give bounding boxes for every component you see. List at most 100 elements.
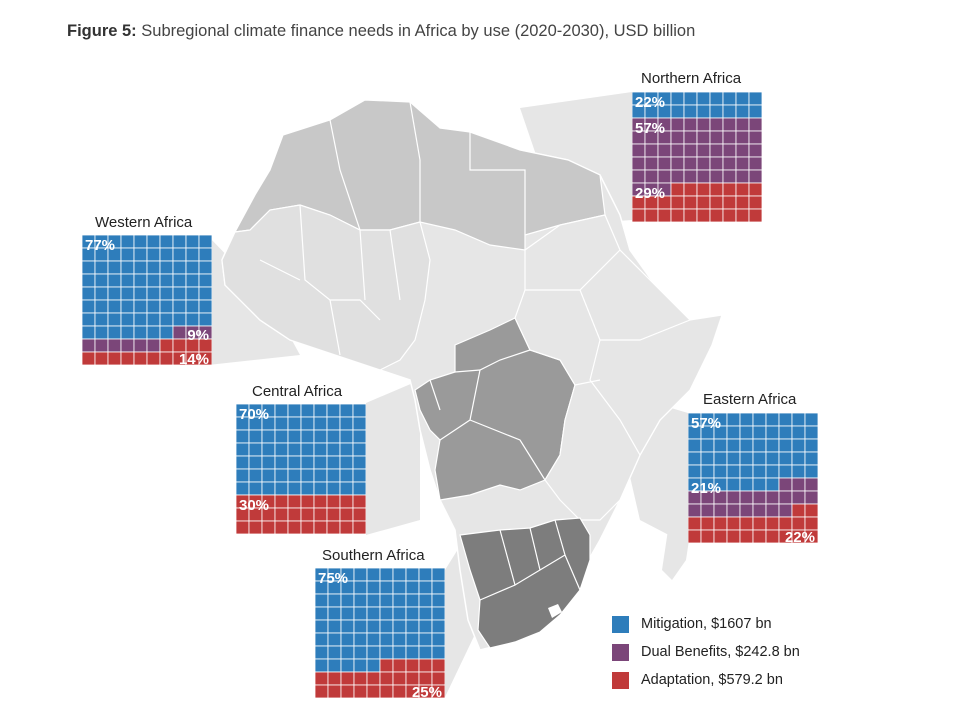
waffle-cell-central-mitigation: [326, 481, 341, 496]
waffle-cell-eastern-adaptation: [726, 516, 741, 531]
waffle-cell-western-mitigation: [159, 247, 174, 262]
waffle-label-northern-dual: 57%: [635, 120, 665, 137]
waffle-cell-eastern-mitigation: [713, 464, 728, 479]
waffle-cell-central-mitigation: [274, 481, 289, 496]
waffle-cell-northern-dual: [632, 143, 646, 158]
waffle-cell-northern-adaptation: [748, 208, 762, 222]
waffle-cell-northern-dual: [644, 156, 659, 171]
waffle-cell-western-mitigation: [133, 312, 148, 327]
waffle-cell-northern-dual: [748, 143, 762, 158]
waffle-cell-eastern-adaptation: [739, 516, 754, 531]
waffle-cell-western-mitigation: [94, 299, 109, 314]
waffle-label-southern-adaptation: 25%: [412, 684, 442, 698]
waffle-cell-central-mitigation: [352, 404, 366, 418]
legend-swatch-dual: [612, 643, 629, 661]
waffle-cell-northern-mitigation: [748, 92, 762, 106]
waffle-cell-southern-mitigation: [340, 619, 355, 634]
waffle-cell-western-mitigation: [159, 325, 174, 340]
waffle-cell-northern-adaptation: [748, 182, 762, 197]
border-south-1: [479, 519, 581, 601]
waffle-cell-northern-mitigation: [722, 92, 737, 106]
waffle-cell-western-mitigation: [172, 286, 187, 301]
waffle-cell-southern-mitigation: [405, 606, 420, 621]
waffle-cell-southern-adaptation: [327, 671, 342, 686]
waffle-cell-southern-adaptation: [315, 671, 329, 686]
legend-label-dual: Dual Benefits, $242.8 bn: [641, 644, 800, 660]
region-label-central: Central Africa: [252, 383, 343, 400]
waffle-cell-western-mitigation: [198, 273, 212, 288]
waffle-cell-eastern-mitigation: [726, 451, 741, 466]
waffle-cell-eastern-adaptation: [804, 503, 818, 518]
waffle-cell-central-adaptation: [274, 520, 289, 534]
waffle-cell-southern-mitigation: [431, 619, 445, 634]
waffle-cell-northern-dual: [696, 130, 711, 145]
waffle-cell-eastern-mitigation: [739, 451, 754, 466]
waffle-cell-southern-mitigation: [405, 593, 420, 608]
waffle-cell-eastern-mitigation: [804, 413, 818, 427]
waffle-cell-eastern-adaptation: [765, 529, 780, 543]
waffle-cell-southern-mitigation: [340, 632, 355, 647]
waffle-cell-northern-dual: [722, 117, 737, 132]
waffle-cell-southern-mitigation: [418, 568, 433, 582]
waffle-cell-central-mitigation: [339, 416, 354, 431]
waffle-cell-central-mitigation: [352, 481, 366, 496]
waffle-cell-central-mitigation: [248, 442, 263, 457]
border-west-1: [259, 204, 401, 356]
waffle-cell-central-adaptation: [248, 520, 263, 534]
waffle-cell-southern-mitigation: [315, 632, 329, 647]
waffle-cell-central-mitigation: [300, 442, 315, 457]
waffle-cell-southern-mitigation: [418, 606, 433, 621]
waffle-cell-southern-mitigation: [315, 593, 329, 608]
waffle-cell-northern-dual: [670, 130, 685, 145]
region-western: [221, 204, 431, 371]
waffle-cell-eastern-dual: [726, 490, 741, 505]
waffle-cell-southern-mitigation: [353, 658, 368, 673]
waffle-cell-southern-mitigation: [353, 580, 368, 595]
waffle-cell-northern-dual: [683, 117, 698, 132]
waffle-cell-southern-mitigation: [431, 645, 445, 660]
waffle-cell-northern-mitigation: [670, 104, 685, 119]
waffle-cell-northern-mitigation: [696, 92, 711, 106]
waffle-cell-northern-dual: [670, 156, 685, 171]
waffle-cell-western-mitigation: [133, 325, 148, 340]
waffle-cell-southern-adaptation: [405, 658, 420, 673]
waffle-cell-northern-adaptation: [722, 195, 737, 210]
waffle-cell-eastern-mitigation: [726, 425, 741, 440]
waffle-cell-northern-dual: [657, 143, 672, 158]
waffle-cell-eastern-adaptation: [688, 529, 702, 543]
waffle-cell-western-mitigation: [94, 260, 109, 275]
waffle-cell-central-mitigation: [300, 468, 315, 483]
waffle-label-northern-mitigation: 22%: [635, 94, 665, 111]
waffle-cell-northern-dual: [670, 169, 685, 184]
waffle-label-central-mitigation: 70%: [239, 406, 269, 423]
waffle-cell-southern-mitigation: [405, 580, 420, 595]
waffle-cell-eastern-mitigation: [713, 451, 728, 466]
waffle-cell-central-adaptation: [287, 520, 302, 534]
waffle-cell-northern-adaptation: [722, 208, 737, 222]
waffle-cell-central-mitigation: [313, 429, 328, 444]
waffle-cell-central-mitigation: [339, 429, 354, 444]
waffle-cell-northern-dual: [696, 117, 711, 132]
waffle-cell-western-mitigation: [159, 235, 174, 249]
waffle-cell-eastern-mitigation: [791, 464, 806, 479]
waffle-cell-southern-mitigation: [366, 568, 381, 582]
waffle-cell-southern-adaptation: [431, 658, 445, 673]
waffle-cell-southern-mitigation: [392, 580, 407, 595]
waffle-cell-eastern-dual: [739, 490, 754, 505]
waffle-cell-central-mitigation: [326, 468, 341, 483]
waffle-cell-central-mitigation: [300, 416, 315, 431]
waffle-cell-northern-mitigation: [709, 104, 724, 119]
waffle-cell-northern-adaptation: [670, 208, 685, 222]
waffle-cell-western-mitigation: [198, 286, 212, 301]
waffle-cell-southern-mitigation: [379, 619, 394, 634]
waffle-cell-northern-adaptation: [670, 195, 685, 210]
waffle-cell-northern-dual: [632, 169, 646, 184]
waffle-cell-eastern-dual: [778, 477, 793, 492]
waffle-cell-western-mitigation: [107, 273, 122, 288]
waffle-cell-western-mitigation: [185, 286, 200, 301]
waffle-cell-western-mitigation: [198, 260, 212, 275]
waffle-cell-central-mitigation: [287, 455, 302, 470]
waffle-cell-central-mitigation: [326, 455, 341, 470]
waffle-cell-southern-adaptation: [379, 658, 394, 673]
